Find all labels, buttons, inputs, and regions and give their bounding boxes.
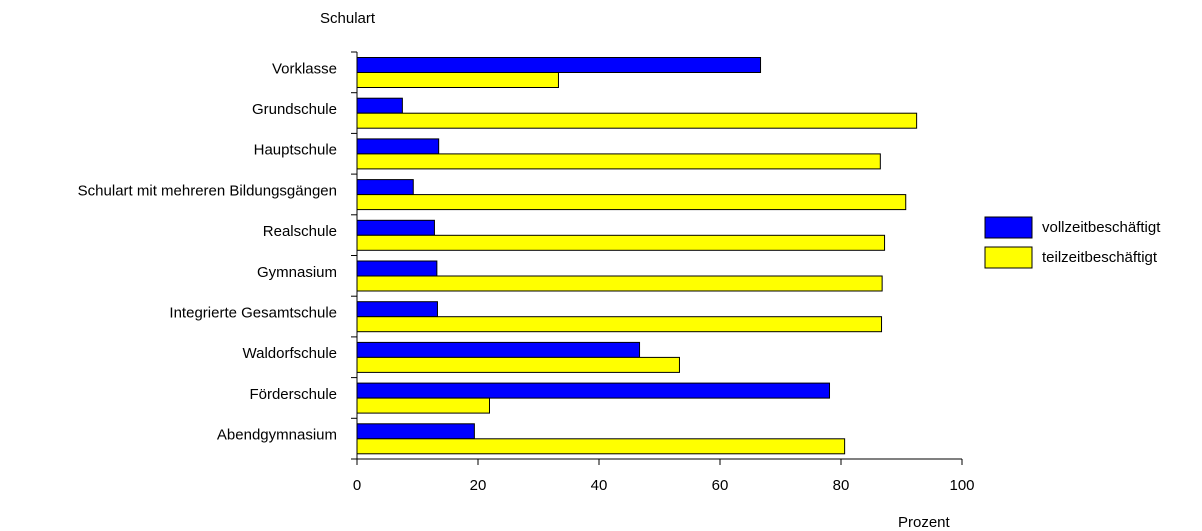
bar-vollzeit-4 <box>356 219 435 236</box>
bar-teilzeit-3 <box>356 194 907 211</box>
bar-teilzeit-7 <box>356 356 680 373</box>
bar-teilzeit-5 <box>356 275 883 292</box>
bars <box>356 57 918 455</box>
category-labels: Vorklasse Grundschule Hauptschule Schulart … <box>78 60 337 443</box>
category-label: Grundschule <box>252 101 337 118</box>
bar-vollzeit-6 <box>356 301 438 318</box>
bar-vollzeit-1 <box>356 97 403 114</box>
x-tick-label: 60 <box>712 477 729 494</box>
x-axis-title: Prozent <box>898 514 951 531</box>
x-ticks: 0 20 40 60 80 100 <box>353 459 975 494</box>
bar-vollzeit-5 <box>356 260 438 277</box>
category-label: Förderschule <box>249 386 337 403</box>
bar-teilzeit-9 <box>356 438 846 455</box>
x-tick-label: 40 <box>591 477 608 494</box>
x-tick-label: 80 <box>833 477 850 494</box>
y-axis-title: Schulart <box>320 10 376 27</box>
category-label: Abendgymnasium <box>217 427 337 444</box>
legend-label-vollzeit: vollzeitbeschäftigt <box>1042 219 1161 236</box>
bar-vollzeit-8 <box>356 382 831 399</box>
category-label: Waldorfschule <box>243 345 337 362</box>
legend-swatch-teilzeit <box>984 246 1033 269</box>
x-tick-label: 100 <box>949 477 974 494</box>
category-label: Hauptschule <box>254 142 337 159</box>
bar-vollzeit-0 <box>356 57 762 73</box>
category-label: Realschule <box>263 223 337 240</box>
legend: vollzeitbeschäftigt teilzeitbeschäftigt <box>984 216 1161 269</box>
legend-swatch-vollzeit <box>984 216 1033 239</box>
category-label: Vorklasse <box>272 60 337 77</box>
x-tick-label: 20 <box>470 477 487 494</box>
bar-teilzeit-0 <box>356 72 559 88</box>
x-tick-label: 0 <box>353 477 361 494</box>
bar-teilzeit-2 <box>356 153 881 170</box>
category-label: Gymnasium <box>257 264 337 281</box>
bar-vollzeit-2 <box>356 138 440 155</box>
category-label: Schulart mit mehreren Bildungsgängen <box>78 182 337 199</box>
bar-vollzeit-9 <box>356 423 475 440</box>
bar-vollzeit-7 <box>356 341 641 358</box>
bar-teilzeit-6 <box>356 316 883 333</box>
legend-label-teilzeit: teilzeitbeschäftigt <box>1042 249 1158 266</box>
category-label: Integrierte Gesamtschule <box>169 305 337 322</box>
bar-vollzeit-3 <box>356 179 414 196</box>
bar-teilzeit-8 <box>356 397 490 414</box>
bar-teilzeit-1 <box>356 112 918 129</box>
bar-teilzeit-4 <box>356 234 886 251</box>
axes <box>351 51 962 460</box>
